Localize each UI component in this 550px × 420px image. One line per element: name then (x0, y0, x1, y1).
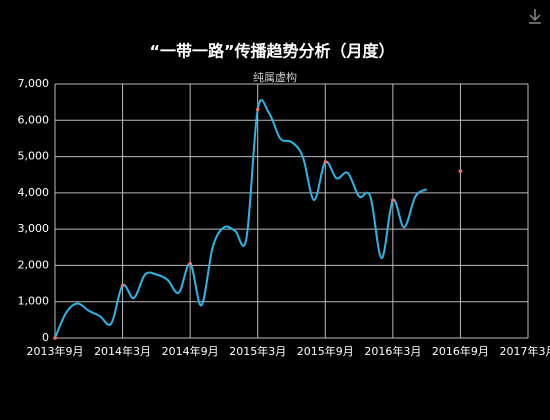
y-tick-label: 1,000 (18, 295, 50, 308)
y-tick-label: 5,000 (18, 150, 50, 163)
data-point (323, 160, 328, 164)
data-point (120, 283, 125, 288)
x-tick-label: 2015年9月 (297, 344, 354, 358)
x-tick-label: 2014年9月 (162, 344, 219, 358)
data-point (188, 261, 192, 266)
x-tick-label: 2014年3月 (94, 344, 151, 358)
y-tick-label: 2,000 (18, 258, 50, 271)
chart-subtitle: 纯属虚构 (253, 70, 297, 84)
data-point (391, 198, 395, 202)
x-tick-label: 2016年3月 (364, 344, 421, 358)
y-tick-label: 7,000 (18, 77, 50, 90)
download-icon[interactable] (529, 9, 541, 24)
data-point (53, 336, 57, 340)
x-tick-label: 2013年9月 (27, 344, 84, 358)
chart-title: “一带一路”传播趋势分析（月度） (149, 42, 394, 61)
data-point (255, 107, 260, 112)
y-tick-label: 6,000 (18, 113, 50, 126)
data-point (458, 169, 463, 173)
x-tick-label: 2015年3月 (229, 344, 286, 358)
y-tick-label: 3,000 (18, 222, 50, 235)
y-tick-label: 0 (42, 331, 49, 344)
y-tick-label: 4,000 (18, 186, 50, 199)
x-tick-label: 2017年3月 (500, 344, 550, 358)
x-tick-label: 2016年9月 (432, 344, 489, 358)
